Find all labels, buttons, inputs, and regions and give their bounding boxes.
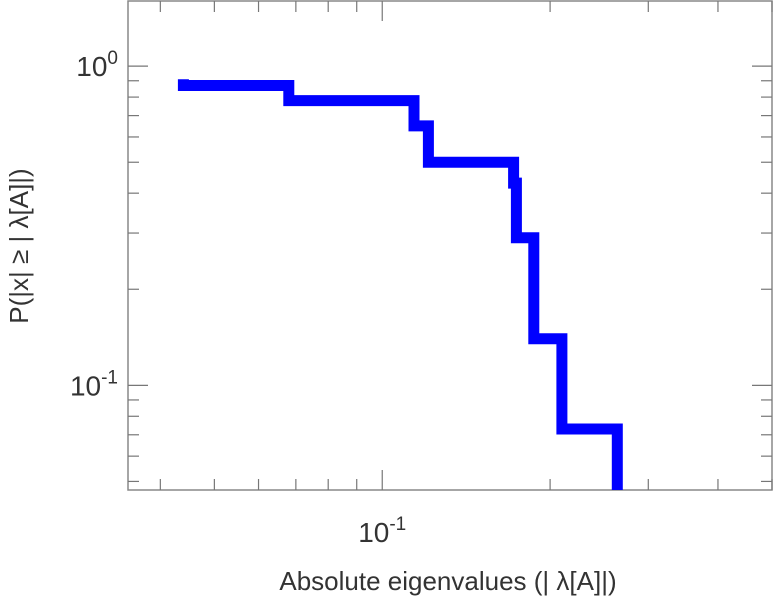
x-tick-label: 10-1 [358,514,406,548]
y-tick-label: 10-1 [70,367,118,401]
y-tick-label: 100 [76,48,118,82]
ticks [128,1,773,490]
series-line [177,79,623,490]
series-layer [177,79,623,490]
y-axis-title: P(|x| ≥ | λ[A]|) [4,168,34,323]
x-axis-title: Absolute eigenvalues (| λ[A]|) [279,566,616,596]
tick-labels: 100 10-1 10-1 [70,48,406,548]
plot-frame [127,0,773,491]
